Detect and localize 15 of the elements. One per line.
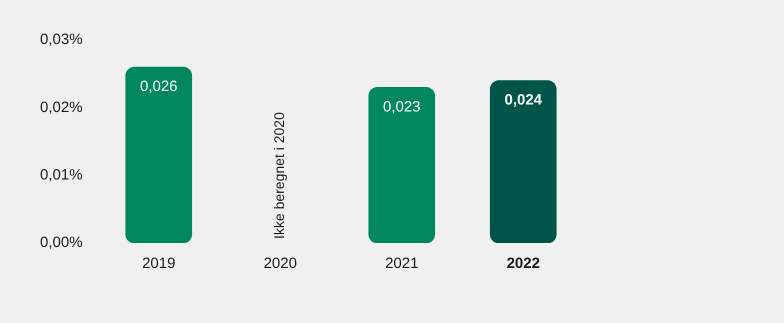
annotation: Ikke beregnet i 2020: [271, 112, 288, 239]
y-tick-label: 0,01%: [40, 166, 83, 184]
x-tick-label: 2020: [264, 255, 297, 272]
x-tick-label: 2021: [385, 255, 418, 272]
x-tick-label: 2022: [506, 255, 540, 272]
data-label: 0,026: [140, 78, 178, 96]
data-label: 0,023: [382, 98, 421, 116]
y-tick-label: 0,03%: [40, 31, 83, 48]
y-tick-label: 0,00%: [40, 234, 83, 252]
y-tick-label: 0,02%: [40, 98, 83, 116]
data-label: 0,024: [504, 92, 543, 109]
x-tick-label: 2019: [142, 255, 176, 272]
bar: [125, 66, 192, 243]
bar: [490, 80, 557, 243]
bar: [368, 87, 436, 243]
